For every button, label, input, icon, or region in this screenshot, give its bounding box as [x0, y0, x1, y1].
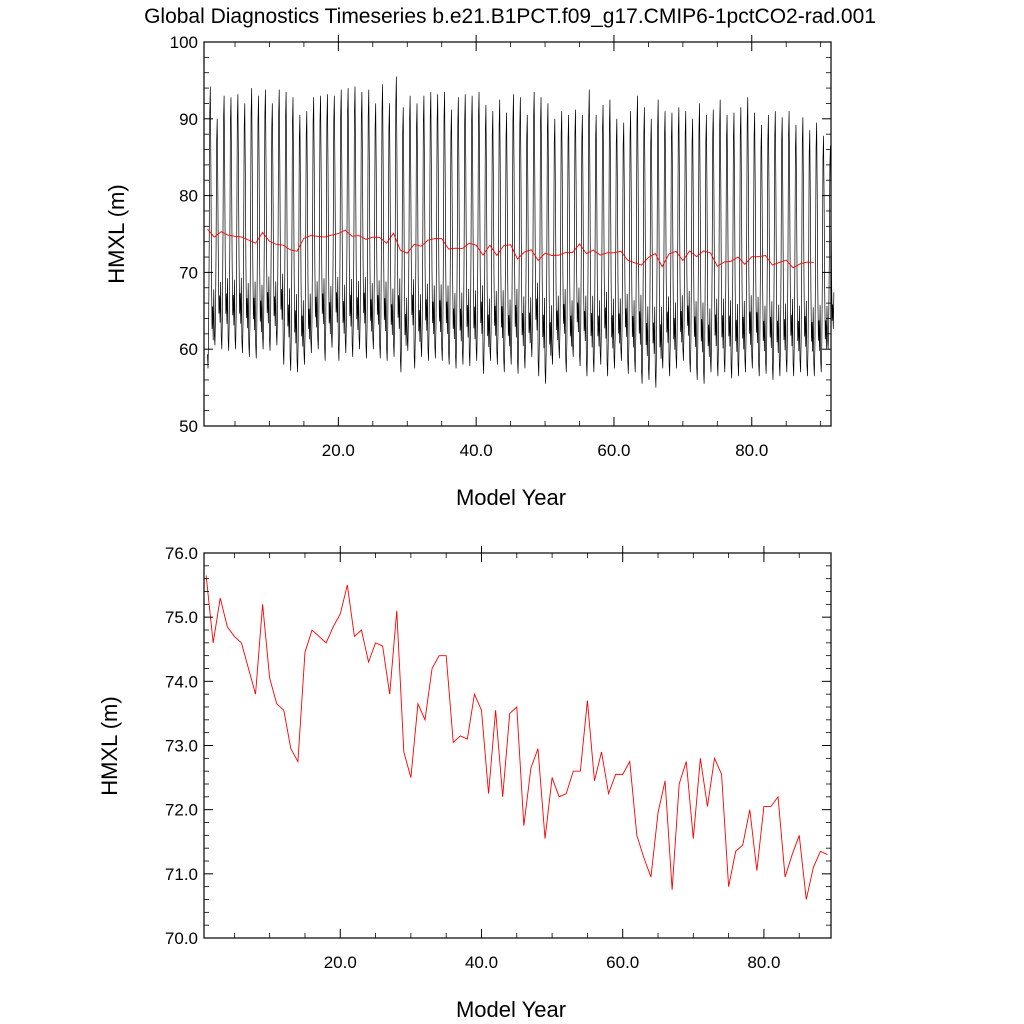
bottom-x-tick-label: 80.0 [747, 953, 780, 972]
bottom-y-tick-label: 75.0 [165, 608, 198, 627]
top-x-tick-label: 20.0 [322, 441, 355, 460]
top-y-tick-label: 50 [179, 417, 198, 436]
top-x-tick-label: 80.0 [735, 441, 768, 460]
bottom-panel-marks [205, 575, 828, 900]
bottom-plot-frame [203, 552, 832, 939]
top-panel: 50 60 70 80 90 100 20.0 40.0 60.0 80.0 Model Year… [104, 33, 835, 510]
bottom-x-tick-label: 20.0 [324, 953, 357, 972]
top-y-tick-label: 100 [170, 33, 198, 52]
top-y-axis-title: HMXL (m) [104, 184, 129, 283]
bottom-panel-ticks: 70.0 71.0 72.0 73.0 74.0 75.0 76.0 20.0 40.0 60.0… [165, 544, 831, 972]
bottom-annual-mean-series-line [205, 575, 828, 900]
bottom-y-tick-label: 74.0 [165, 672, 198, 691]
figure-title: Global Diagnostics Timeseries b.e21.B1PC… [144, 5, 876, 28]
bottom-y-tick-label: 73.0 [165, 737, 198, 756]
top-annual-mean-series-line [207, 228, 814, 269]
bottom-y-tick-label: 72.0 [165, 801, 198, 820]
top-x-tick-label: 40.0 [460, 441, 493, 460]
top-panel-ticks: 50 60 70 80 90 100 20.0 40.0 60.0 80.0 [170, 33, 831, 460]
top-y-tick-label: 80 [179, 187, 198, 206]
bottom-y-tick-label: 76.0 [165, 544, 198, 563]
bottom-y-axis-title: HMXL (m) [97, 696, 122, 795]
top-y-tick-label: 70 [179, 263, 198, 282]
top-plot-frame [203, 41, 832, 427]
bottom-panel: 70.0 71.0 72.0 73.0 74.0 75.0 76.0 20.0 40.0 60.0… [97, 544, 832, 1022]
bottom-y-tick-label: 71.0 [165, 865, 198, 884]
top-y-tick-label: 60 [179, 340, 198, 359]
top-panel-marks [207, 76, 835, 388]
top-monthly-series-line [207, 76, 835, 388]
top-y-tick-label: 90 [179, 110, 198, 129]
top-x-tick-label: 60.0 [597, 441, 630, 460]
bottom-x-tick-label: 60.0 [606, 953, 639, 972]
bottom-x-axis-title: Model Year [456, 997, 566, 1022]
bottom-x-tick-label: 40.0 [465, 953, 498, 972]
bottom-y-tick-label: 70.0 [165, 929, 198, 948]
top-x-axis-title: Model Year [456, 485, 566, 510]
